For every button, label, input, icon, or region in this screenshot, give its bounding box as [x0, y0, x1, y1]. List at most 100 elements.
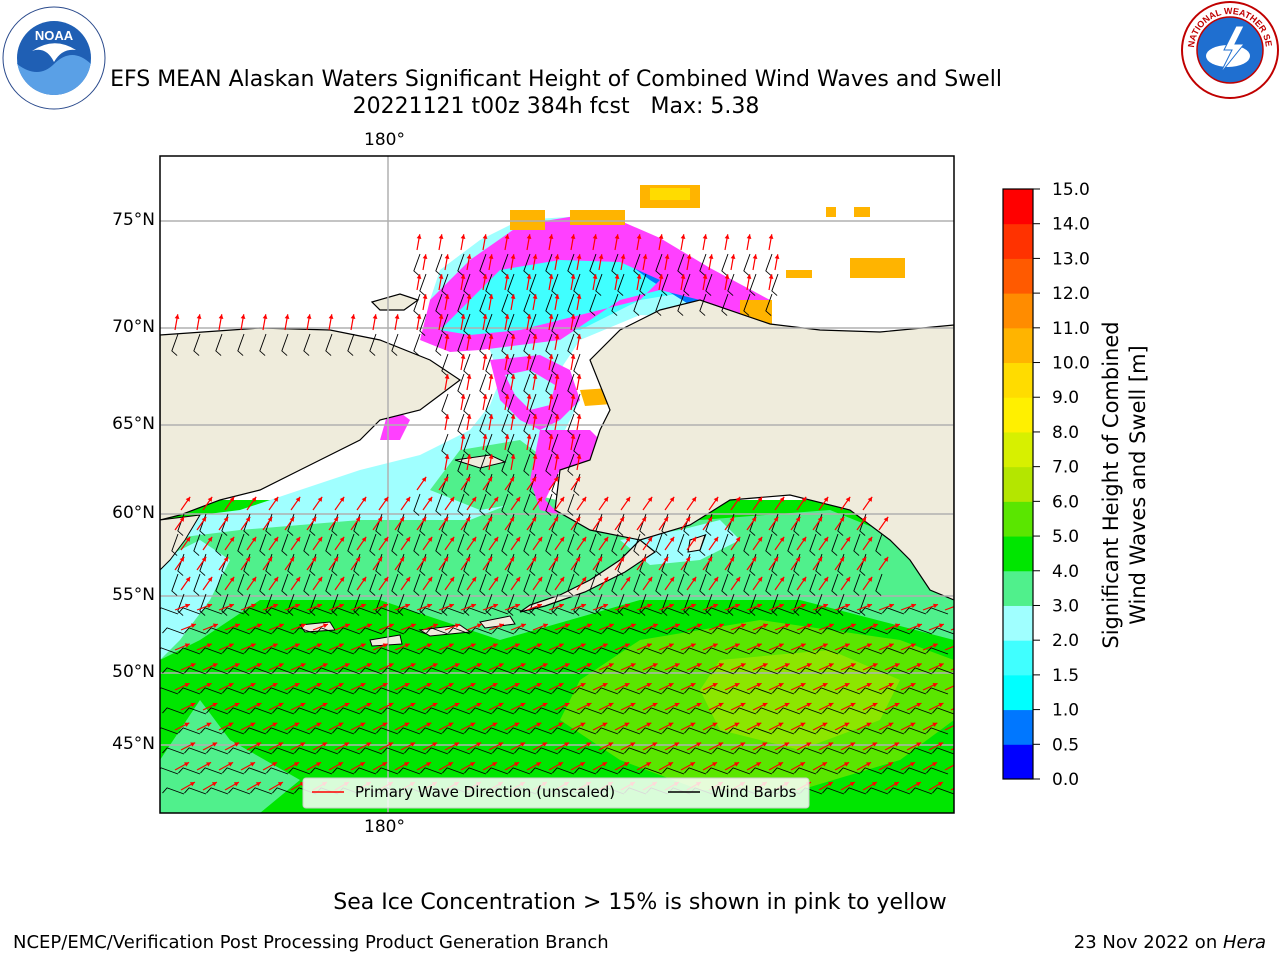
- wave-arrowhead: [250, 762, 256, 767]
- wave-arrowhead: [674, 623, 680, 628]
- wave-arrowhead: [426, 722, 432, 727]
- wind-barb: [508, 727, 531, 735]
- wave-arrowhead: [482, 394, 488, 399]
- wind-barb: [816, 727, 839, 735]
- wind-barb: [435, 333, 443, 356]
- colorbar-tick-label: 11.0: [1052, 319, 1090, 339]
- wind-barb: [332, 647, 355, 655]
- wave-arrowhead: [273, 536, 279, 542]
- colorbar-cell: [1003, 327, 1033, 364]
- wave-arrowhead: [641, 516, 647, 522]
- wave-arrowhead: [548, 394, 554, 399]
- wave-arrowhead: [476, 702, 482, 708]
- wind-barb: [360, 707, 383, 715]
- wave-arrowhead: [954, 723, 959, 727]
- wave-arrowhead: [421, 476, 427, 482]
- wave-arrowhead: [471, 496, 477, 502]
- colorbar-cell: [1003, 640, 1033, 676]
- wind-barb: [514, 747, 537, 755]
- wind-barb: [545, 453, 553, 476]
- wave-arrowhead: [492, 722, 498, 727]
- wind-barb: [749, 593, 757, 616]
- wave-arrowhead: [823, 536, 829, 542]
- wave-arrowhead: [537, 576, 543, 582]
- wave-arrowhead: [416, 234, 422, 239]
- wave-arrowhead: [344, 623, 350, 628]
- wave-arrowhead: [795, 516, 801, 522]
- wave-arrowhead: [779, 496, 785, 502]
- wave-arrowhead: [800, 683, 806, 688]
- wind-barb: [567, 533, 575, 556]
- wave-arrowhead: [366, 742, 372, 747]
- wind-barb: [624, 747, 647, 755]
- wind-barb: [677, 533, 685, 556]
- wave-arrowhead: [647, 496, 653, 502]
- wind-barb: [904, 607, 927, 615]
- wind-barb: [501, 453, 509, 476]
- wave-arrowhead: [316, 722, 322, 727]
- wind-barb: [492, 667, 515, 675]
- wind-barb: [316, 667, 339, 675]
- wave-arrowhead: [872, 663, 878, 668]
- wind-barb: [222, 687, 245, 695]
- wind-barb: [250, 707, 273, 715]
- wave-arrowhead: [229, 603, 234, 609]
- wave-arrowhead: [510, 254, 516, 259]
- wind-barb: [397, 593, 405, 616]
- wave-arrowhead: [488, 454, 494, 459]
- wave-arrowhead: [734, 722, 740, 727]
- wave-arrowhead: [817, 516, 823, 522]
- wave-arrowhead: [316, 762, 322, 767]
- wind-barb: [523, 533, 531, 556]
- wind-barb: [844, 627, 867, 635]
- wave-arrowhead: [465, 556, 471, 562]
- wind-barb: [624, 627, 647, 635]
- wind-barb: [441, 273, 449, 296]
- svg-text:NOAA: NOAA: [35, 28, 74, 43]
- wind-barb: [866, 787, 889, 795]
- wave-arrowhead: [663, 556, 669, 562]
- wind-barb: [756, 747, 779, 755]
- wave-arrowhead: [399, 556, 405, 562]
- wave-arrowhead: [482, 274, 488, 279]
- wind-barb: [479, 333, 487, 356]
- wave-arrowhead: [658, 274, 664, 279]
- wind-barb: [882, 767, 905, 775]
- wave-arrowhead: [383, 536, 389, 542]
- wind-barb: [523, 573, 531, 596]
- wind-barb: [338, 747, 361, 755]
- wave-arrowhead: [888, 643, 894, 648]
- wind-barb: [470, 707, 493, 715]
- wave-arrowhead: [867, 536, 873, 542]
- wave-arrowhead: [713, 576, 719, 582]
- colorbar-tick-label: 7.0: [1052, 458, 1079, 478]
- wave-arrowhead: [196, 314, 202, 319]
- wind-barb: [888, 787, 911, 795]
- wind-barb: [529, 393, 537, 416]
- wind-barb: [419, 313, 427, 336]
- wind-barb: [222, 727, 245, 735]
- wind-barb: [844, 667, 867, 675]
- wind-barb: [375, 593, 383, 616]
- wave-arrowhead: [553, 476, 559, 482]
- wind-barb: [376, 607, 399, 615]
- wave-arrowhead: [729, 516, 735, 522]
- wind-barb: [244, 647, 267, 655]
- wind-barb: [419, 593, 427, 616]
- wind-barb: [712, 707, 735, 715]
- wave-arrowhead: [646, 683, 652, 688]
- wave-arrowhead: [377, 516, 383, 522]
- wind-barb: [552, 647, 575, 655]
- wind-barb: [756, 667, 779, 675]
- wind-barb: [288, 647, 311, 655]
- wave-arrowhead: [932, 683, 938, 688]
- wind-barb: [272, 667, 295, 675]
- wave-arrowhead: [910, 643, 916, 648]
- wind-barb: [420, 767, 443, 775]
- wave-arrowhead: [647, 536, 653, 542]
- wind-barb: [184, 747, 207, 755]
- wave-arrowhead: [438, 234, 444, 239]
- wave-arrowhead: [465, 476, 471, 482]
- wave-arrowhead: [488, 294, 494, 299]
- wave-arrowhead: [756, 683, 762, 688]
